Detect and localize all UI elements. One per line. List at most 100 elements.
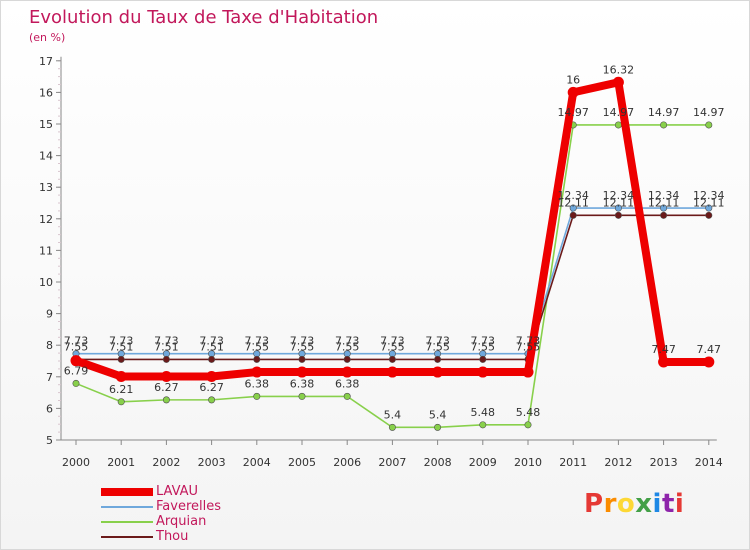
data-point [569, 204, 577, 212]
data-point [660, 121, 668, 129]
x-tick-label: 2004 [243, 456, 271, 469]
data-label: 7.73 [245, 335, 270, 348]
brand-logo-letter: o [616, 489, 636, 519]
data-label: 7.51 [199, 340, 224, 353]
brand-logo-letter: P [584, 489, 604, 519]
data-label: 7.55 [245, 340, 270, 353]
y-tick-label: 16 [39, 86, 53, 99]
data-point [298, 355, 306, 363]
brand-logo: Proxiti [584, 489, 684, 519]
y-tick-label: 13 [39, 181, 53, 194]
data-point [479, 355, 487, 363]
data-label: 7.73 [516, 335, 541, 348]
data-label: 7.51 [109, 340, 134, 353]
legend-swatch [101, 488, 153, 496]
data-point [388, 355, 396, 363]
x-tick-label: 2002 [152, 456, 180, 469]
data-point [253, 355, 261, 363]
data-label: 7.47 [651, 343, 676, 356]
data-label: 14.97 [693, 106, 725, 119]
data-point [660, 211, 668, 219]
data-label: 12.11 [557, 196, 589, 209]
data-label: 12.11 [603, 196, 635, 209]
data-label: 7.55 [425, 340, 450, 353]
data-point [162, 396, 170, 404]
data-label: 7.55 [471, 340, 496, 353]
data-label: 7.55 [64, 340, 89, 353]
data-point [343, 392, 351, 400]
data-point [253, 392, 261, 400]
data-point [117, 398, 125, 406]
data-label: 7.47 [697, 343, 722, 356]
data-label: 12.34 [557, 189, 589, 202]
data-point [705, 211, 713, 219]
data-point [388, 423, 396, 431]
data-label: 6.21 [109, 383, 134, 396]
data-point [160, 370, 172, 382]
data-label: 12.34 [648, 189, 680, 202]
legend-swatch [101, 506, 153, 508]
data-label: 7.73 [64, 335, 89, 348]
data-point [117, 355, 125, 363]
data-point [614, 121, 622, 129]
series-line-lavau [72, 78, 713, 381]
data-label: 7.55 [335, 340, 360, 353]
data-label: 5.4 [384, 408, 402, 421]
data-label: 14.97 [557, 106, 589, 119]
data-label: 7.55 [516, 340, 541, 353]
y-tick-label: 11 [39, 244, 53, 257]
data-point [703, 356, 715, 368]
x-tick-label: 2009 [469, 456, 497, 469]
data-point [434, 423, 442, 431]
x-tick-label: 2003 [198, 456, 226, 469]
data-point [522, 366, 534, 378]
data-label: 12.11 [693, 196, 725, 209]
brand-logo-letter: i [652, 489, 662, 519]
data-label: 7.73 [109, 335, 134, 348]
data-point [477, 366, 489, 378]
legend-label: Thou [156, 529, 189, 544]
y-tick-label: 12 [39, 213, 53, 226]
y-tick-label: 5 [46, 434, 53, 447]
data-point [386, 366, 398, 378]
data-point [343, 355, 351, 363]
data-label: 6.38 [245, 377, 270, 390]
data-point [569, 211, 577, 219]
data-label: 6.27 [199, 381, 224, 394]
data-label: 6.79 [64, 364, 89, 377]
y-tick-label: 6 [46, 402, 53, 415]
data-label: 16.32 [603, 63, 635, 76]
y-tick-label: 10 [39, 276, 53, 289]
data-point [432, 366, 444, 378]
data-label: 5.48 [516, 406, 541, 419]
data-point [206, 370, 218, 382]
legend-label: Arquian [156, 514, 207, 529]
data-point [251, 366, 263, 378]
data-label: 6.38 [335, 377, 360, 390]
x-tick-label: 2007 [378, 456, 406, 469]
data-point [614, 204, 622, 212]
data-label: 5.4 [429, 408, 447, 421]
data-label: 6.38 [290, 377, 315, 390]
x-tick-label: 2014 [695, 456, 723, 469]
data-label: 7.73 [199, 335, 224, 348]
y-tick-label: 8 [46, 339, 53, 352]
data-point [341, 366, 353, 378]
x-tick-label: 2008 [424, 456, 452, 469]
x-tick-label: 2006 [333, 456, 361, 469]
data-point [162, 355, 170, 363]
y-tick-label: 7 [46, 371, 53, 384]
x-tick-label: 2000 [62, 456, 90, 469]
brand-logo-letter: x [635, 489, 653, 519]
data-label: 12.34 [603, 189, 635, 202]
data-label: 14.97 [603, 106, 635, 119]
data-point [614, 211, 622, 219]
legend-label: LAVAU [156, 484, 199, 499]
data-point [298, 392, 306, 400]
chart-unit-label: (en %) [29, 31, 66, 44]
brand-logo-letter: t [661, 489, 675, 519]
data-point [70, 355, 82, 367]
legend-swatch [101, 536, 153, 538]
brand-logo-letter: i [674, 489, 685, 519]
